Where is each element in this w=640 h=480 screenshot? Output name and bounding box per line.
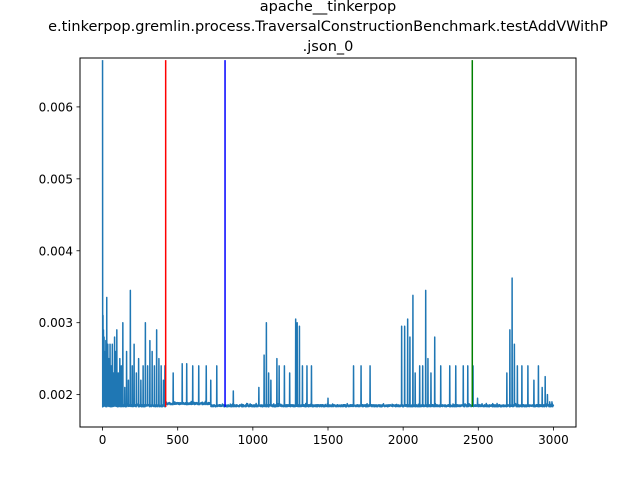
x-axis: 0 500 1000 1500 2000 2500 3000 — [99, 427, 569, 447]
x-tick-label: 1000 — [238, 433, 269, 447]
title-line-2: e.tinkerpop.gremlin.process.TraversalCon… — [48, 19, 608, 35]
chart-title: apache__tinkerpop e.tinkerpop.gremlin.pr… — [48, 0, 608, 55]
y-tick-label: 0.003 — [39, 316, 73, 330]
y-tick-label: 0.006 — [39, 100, 73, 114]
x-tick-label: 3000 — [538, 433, 569, 447]
y-tick-label: 0.005 — [39, 172, 73, 186]
y-tick-label: 0.002 — [39, 388, 73, 402]
plot-area — [101, 60, 555, 408]
y-tick-label: 0.004 — [39, 244, 73, 258]
x-tick-label: 0 — [99, 433, 107, 447]
y-axis: 0.002 0.003 0.004 0.005 0.006 — [39, 100, 80, 402]
x-tick-label: 500 — [166, 433, 189, 447]
series-line-0 — [101, 60, 555, 408]
vertical-lines — [164, 60, 474, 407]
title-line-3: .json_0 — [303, 39, 354, 55]
series-layer — [101, 60, 555, 408]
x-tick-label: 1500 — [313, 433, 344, 447]
x-tick-label: 2500 — [463, 433, 494, 447]
title-line-1: apache__tinkerpop — [260, 0, 397, 15]
x-tick-label: 2000 — [388, 433, 419, 447]
